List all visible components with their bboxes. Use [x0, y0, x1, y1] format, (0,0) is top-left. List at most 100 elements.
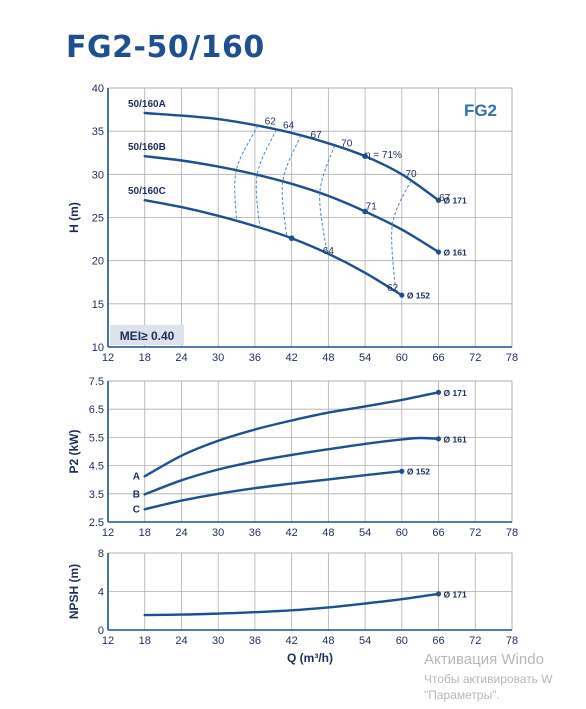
x-tick-label: 36 — [249, 527, 261, 539]
impeller-diameter-label: Ø 171 — [444, 388, 467, 398]
efficiency-label: 64 — [283, 121, 295, 132]
x-tick-label: 66 — [432, 352, 444, 364]
y-tick-label: 4.5 — [89, 461, 104, 473]
x-tick-label: 18 — [139, 527, 151, 539]
x-tick-label: 48 — [322, 352, 334, 364]
series-end-marker — [435, 436, 442, 442]
best-efficiency-point-marker — [362, 208, 368, 215]
y-tick-label: 15 — [92, 299, 104, 311]
x-tick-label: 72 — [469, 352, 481, 364]
watermark-line-1: Активация Windo — [424, 651, 544, 668]
series-line-npsh — [143, 592, 440, 617]
chart-title: FG2-50/160 — [66, 30, 265, 65]
efficiency-iso-line — [319, 145, 335, 254]
y-tick-label: 35 — [92, 126, 104, 138]
series-name-label: 50/160A — [128, 99, 166, 110]
efficiency-label: 67 — [439, 193, 451, 204]
series-line-50-160a — [143, 111, 440, 202]
x-tick-label: 72 — [469, 527, 481, 539]
x-tick-label: 54 — [359, 635, 371, 647]
x-tick-label: 24 — [175, 635, 187, 647]
mei-badge-label: MEI≥ 0.40 — [120, 329, 175, 343]
x-tick-label: 48 — [322, 527, 334, 539]
y-tick-label: 0 — [98, 625, 104, 637]
series-end-marker — [435, 249, 442, 255]
x-tick-label: 18 — [139, 352, 151, 364]
x-tick-label: 30 — [212, 635, 224, 647]
series-line-50-160b — [143, 155, 440, 254]
impeller-diameter-label: Ø 152 — [407, 291, 430, 301]
windows-activation-watermark: Активация Windo Чтобы активировать W "Па… — [424, 652, 553, 701]
mei-badge-background — [110, 325, 184, 345]
x-tick-label: 72 — [469, 635, 481, 647]
x-tick-label: 24 — [175, 527, 187, 539]
efficiency-label: 71 — [366, 202, 378, 213]
series-name-label: 50/160C — [128, 186, 166, 197]
efficiency-iso-line — [255, 129, 277, 228]
model-badge: FG2 — [464, 101, 497, 120]
x-tick-label: 66 — [432, 635, 444, 647]
x-tick-label: 54 — [359, 527, 371, 539]
efficiency-iso-line — [281, 135, 302, 237]
x-tick-label: 66 — [432, 527, 444, 539]
series-line-c — [143, 470, 403, 511]
x-tick-label: 12 — [102, 635, 114, 647]
y-tick-label: 4 — [98, 587, 104, 599]
impeller-diameter-label: Ø 161 — [444, 434, 467, 444]
series-name-label: C — [133, 504, 140, 515]
x-tick-label: 60 — [396, 527, 408, 539]
series-line-50-160c — [143, 199, 403, 297]
x-tick-label: 78 — [506, 635, 518, 647]
y-tick-label: 40 — [92, 83, 104, 95]
series-end-marker — [399, 468, 405, 474]
efficiency-label: 70 — [341, 139, 353, 150]
series-end-marker — [435, 197, 442, 203]
series-end-marker — [399, 292, 405, 298]
x-tick-label: 24 — [175, 352, 187, 364]
watermark-line-2: Чтобы активировать W — [424, 672, 553, 686]
watermark-line-3: "Параметры". — [424, 688, 500, 702]
x-tick-label: 78 — [506, 527, 518, 539]
y-tick-label: 8 — [98, 548, 104, 560]
efficiency-label: η = 71% — [365, 150, 402, 161]
efficiency-iso-line — [391, 180, 412, 292]
x-tick-label: 48 — [322, 635, 334, 647]
x-tick-label: 42 — [286, 635, 298, 647]
x-tick-label: 42 — [286, 527, 298, 539]
x-tick-label: 60 — [396, 635, 408, 647]
x-tick-label: 78 — [506, 352, 518, 364]
x-tick-label: 12 — [102, 352, 114, 364]
x-tick-label: 30 — [212, 527, 224, 539]
y-axis-label: H (m) — [67, 202, 81, 233]
x-tick-label: 12 — [102, 527, 114, 539]
best-efficiency-point-marker — [362, 153, 368, 160]
efficiency-label: 70 — [405, 169, 417, 180]
impeller-diameter-label: Ø 171 — [444, 196, 467, 206]
x-axis-label: Q (m³/h) — [287, 651, 333, 665]
efficiency-label: 62 — [265, 116, 277, 127]
y-tick-label: 10 — [92, 342, 104, 354]
series-end-marker — [435, 389, 442, 395]
series-name-label: 50/160B — [128, 142, 166, 153]
series-end-marker — [435, 591, 442, 597]
impeller-diameter-label: Ø 152 — [407, 467, 430, 477]
efficiency-label: 64 — [323, 246, 335, 257]
series-line-b — [143, 436, 440, 496]
x-tick-label: 30 — [212, 352, 224, 364]
x-tick-label: 60 — [396, 352, 408, 364]
y-axis-label: P2 (kW) — [67, 429, 81, 473]
x-tick-label: 42 — [286, 352, 298, 364]
impeller-diameter-label: Ø 171 — [444, 589, 467, 599]
x-tick-label: 18 — [139, 635, 151, 647]
y-tick-label: 3.5 — [89, 489, 104, 501]
y-tick-label: 20 — [92, 256, 104, 268]
y-tick-label: 2.5 — [89, 517, 104, 529]
series-line-a — [143, 391, 440, 478]
x-tick-label: 54 — [359, 352, 371, 364]
x-tick-label: 36 — [249, 635, 261, 647]
y-tick-label: 5.5 — [89, 432, 104, 444]
best-efficiency-point-marker — [288, 235, 295, 242]
y-tick-label: 7.5 — [89, 376, 104, 388]
x-tick-label: 36 — [249, 352, 261, 364]
